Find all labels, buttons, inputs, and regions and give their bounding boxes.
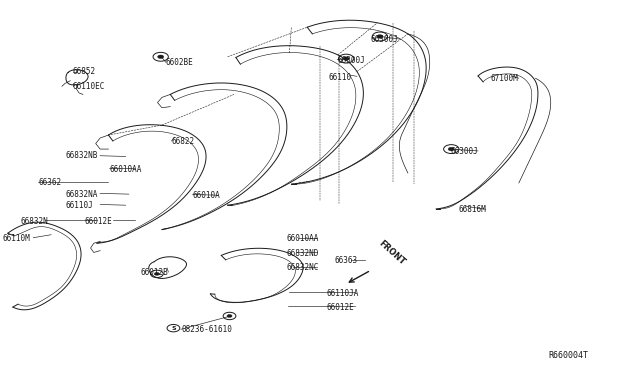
Text: 66300J: 66300J xyxy=(451,147,478,156)
Text: 66300J: 66300J xyxy=(371,35,399,44)
Text: 66832NA: 66832NA xyxy=(65,190,97,199)
Text: 66012B: 66012B xyxy=(140,268,168,277)
Text: 66110EC: 66110EC xyxy=(73,82,105,91)
Text: 66012E: 66012E xyxy=(84,217,112,225)
Text: 66832ND: 66832ND xyxy=(287,249,319,258)
Text: 67100M: 67100M xyxy=(491,74,518,83)
Text: 66010A: 66010A xyxy=(193,191,220,200)
Text: 66010AA: 66010AA xyxy=(109,165,142,174)
Text: 66822: 66822 xyxy=(172,137,195,146)
Text: 6602BE: 6602BE xyxy=(166,58,193,67)
Text: R660004T: R660004T xyxy=(548,350,588,360)
Text: 66110: 66110 xyxy=(328,73,351,81)
Text: 66852: 66852 xyxy=(73,67,96,76)
Text: 66010AA: 66010AA xyxy=(287,234,319,243)
Text: 66110M: 66110M xyxy=(3,234,31,243)
Circle shape xyxy=(377,35,383,38)
Text: 08236-61610: 08236-61610 xyxy=(181,326,232,334)
Text: 66832N: 66832N xyxy=(20,217,48,225)
Text: 66363: 66363 xyxy=(334,256,357,265)
Text: 66110J: 66110J xyxy=(65,201,93,210)
Text: 66832NC: 66832NC xyxy=(287,263,319,272)
Text: 66012E: 66012E xyxy=(326,302,354,312)
Text: 66300J: 66300J xyxy=(337,56,365,65)
Text: 66832NB: 66832NB xyxy=(65,151,97,160)
Text: 66362: 66362 xyxy=(38,178,61,187)
Circle shape xyxy=(448,147,454,151)
Circle shape xyxy=(343,57,349,60)
Circle shape xyxy=(154,272,159,275)
Text: S: S xyxy=(171,326,176,331)
Text: 66816M: 66816M xyxy=(459,205,486,215)
Circle shape xyxy=(157,55,164,58)
Circle shape xyxy=(227,314,232,317)
Text: FRONT: FRONT xyxy=(378,238,407,266)
Text: 66110JA: 66110JA xyxy=(326,289,359,298)
